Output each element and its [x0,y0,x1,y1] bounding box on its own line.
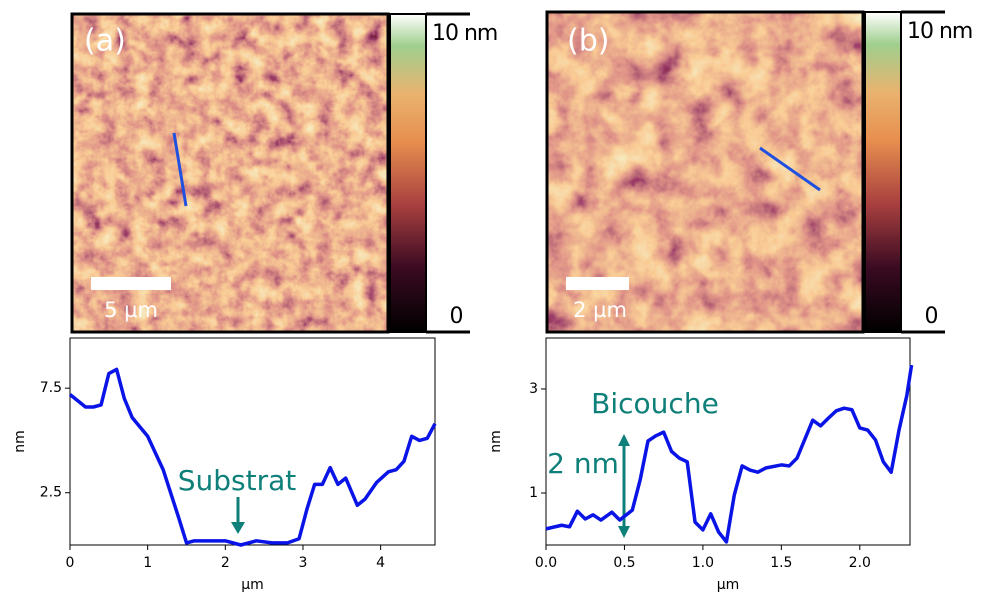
x-tick-label: 1.5 [770,555,792,571]
arrow-head [618,434,630,446]
colorbar [389,13,427,333]
image-frame [545,10,865,334]
profile-line [545,364,914,544]
x-tick-label: 0 [66,555,75,571]
x-tick-label: 1.0 [692,555,714,571]
x-tick-label: 2 [221,555,230,571]
panel-label: (b) [567,24,609,59]
x-tick-label: 4 [376,555,385,571]
x-axis-label: µm [241,577,264,593]
y-tick-label: 7.5 [40,380,62,396]
colorbar-tick-label: 10 nm [907,19,972,44]
panel-label: (a) [84,24,126,59]
image-frame [70,12,390,334]
colorbar-tick-label: 0 [450,304,463,329]
x-tick-label: 1 [143,555,152,571]
scale-bar-label: 5 µm [104,298,158,322]
scale-bar-label: 2 µm [573,298,627,322]
arrow-head [231,522,245,534]
plot-frame [69,337,436,546]
x-tick-label: 3 [299,555,308,571]
scale-bar [91,277,171,290]
profile-line [172,132,188,207]
y-axis-label: nm [12,430,28,453]
scale-bar [566,277,629,290]
y-tick-label: 3 [529,381,538,397]
x-axis-label: µm [717,577,740,593]
y-axis-label: nm [488,430,504,453]
x-tick-label: 0.0 [535,555,557,571]
colorbar [864,11,902,333]
plot-frame [545,337,911,546]
x-tick-label: 0.5 [613,555,635,571]
arrow-head [618,526,630,538]
colorbar-tick-label: 10 nm [432,21,497,46]
profile-line [759,146,821,192]
annotation: Substrat [178,464,297,497]
y-tick-label: 2.5 [40,485,62,501]
annotation: 2 nm [547,447,619,480]
colorbar-tick-label: 0 [925,304,938,329]
y-tick-label: 1 [529,485,538,501]
annotation: Bicouche [591,387,719,420]
profile-line [68,367,437,547]
x-tick-label: 2.0 [849,555,871,571]
